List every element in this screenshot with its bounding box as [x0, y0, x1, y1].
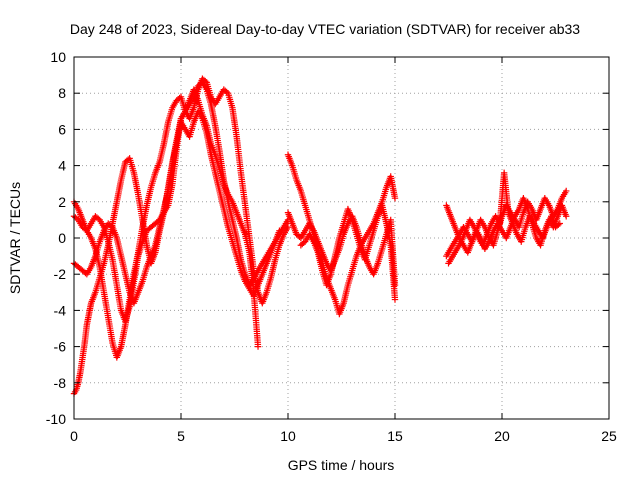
data-point: [391, 281, 399, 289]
x-tick-label: 10: [280, 428, 296, 444]
data-point-fill: [223, 88, 230, 96]
x-tick-label: 5: [177, 428, 185, 444]
y-tick-label: -4: [54, 302, 67, 318]
chart-title: Day 248 of 2023, Sidereal Day-to-day VTE…: [70, 21, 580, 37]
data-point: [284, 223, 292, 231]
data-point-fill: [555, 221, 562, 228]
y-tick-label: 0: [58, 230, 66, 246]
data-point: [563, 187, 570, 195]
data-point: [556, 220, 563, 227]
y-tick-label: 6: [58, 121, 66, 137]
x-tick-label: 20: [494, 428, 510, 444]
data-point: [391, 194, 399, 202]
y-tick-label: -6: [54, 339, 67, 355]
y-tick-label: -8: [54, 375, 67, 391]
x-tick-label: 0: [70, 428, 78, 444]
x-tick-label: 15: [387, 428, 403, 444]
y-tick-label: 2: [58, 194, 66, 210]
data-point: [276, 227, 283, 234]
y-tick-label: -2: [54, 266, 67, 282]
axis-ticks: 0 5 10 15 20 25 -10 -8 -6 -4 -2 0 2 4 6 8 10: [46, 49, 617, 444]
y-tick-label: 10: [50, 49, 66, 65]
data-points: [70, 75, 570, 397]
data-point-fill: [202, 77, 209, 85]
data-point: [254, 343, 262, 350]
y-tick-label: 8: [58, 85, 66, 101]
data-point: [563, 213, 570, 220]
data-point: [391, 296, 399, 303]
x-tick-label: 25: [601, 428, 617, 444]
x-axis-label: GPS time / hours: [288, 457, 395, 473]
y-tick-label: 4: [58, 158, 66, 174]
y-axis-label: SDTVAR / TECUs: [7, 182, 23, 294]
y-tick-label: -10: [46, 411, 66, 427]
